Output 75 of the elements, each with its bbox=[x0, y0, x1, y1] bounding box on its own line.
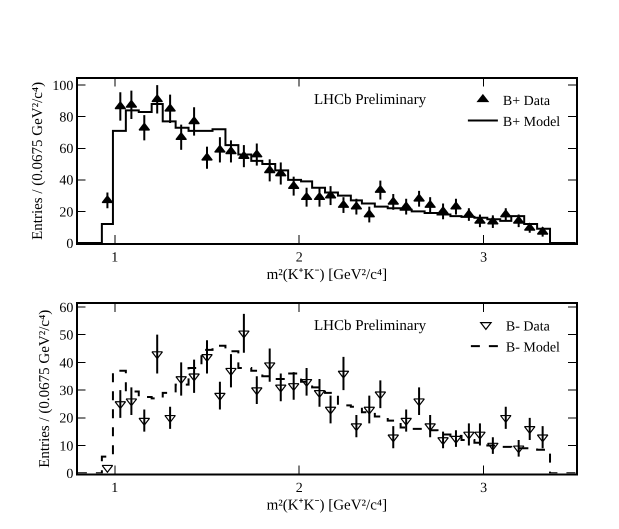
point bbox=[288, 383, 300, 392]
x-tick-label: 3 bbox=[480, 480, 488, 496]
point bbox=[400, 418, 412, 426]
point bbox=[374, 391, 386, 400]
point bbox=[214, 392, 226, 401]
y-tick-label: 80 bbox=[59, 110, 74, 126]
point bbox=[225, 368, 237, 376]
x-tick-label: 3 bbox=[480, 250, 488, 266]
y-tick-label: 0 bbox=[66, 467, 74, 482]
x-tick-label: 1 bbox=[111, 480, 118, 496]
point bbox=[201, 152, 213, 161]
y-tick-label: 20 bbox=[59, 412, 74, 427]
legend-label: B- Data bbox=[506, 319, 551, 334]
point bbox=[164, 104, 176, 112]
y-tick-label: 60 bbox=[59, 300, 74, 316]
x-tick-label: 2 bbox=[296, 480, 303, 496]
point bbox=[536, 226, 548, 235]
point bbox=[413, 398, 425, 406]
point bbox=[264, 362, 276, 370]
point bbox=[413, 194, 425, 202]
y-tick-label: 0 bbox=[66, 236, 74, 252]
point bbox=[512, 216, 524, 224]
point bbox=[374, 184, 386, 193]
x-axis-title: m²(K⁺K⁻) [GeV²/c⁴] bbox=[266, 267, 388, 283]
point bbox=[424, 423, 436, 432]
legend-label: B+ Data bbox=[502, 94, 551, 109]
point bbox=[188, 373, 200, 382]
point bbox=[338, 370, 350, 379]
y-axis-title: Entries / (0.0675 GeV²/c⁴) bbox=[37, 310, 54, 468]
point bbox=[314, 192, 326, 200]
point bbox=[512, 445, 524, 454]
y-tick-label: 60 bbox=[59, 142, 74, 158]
point bbox=[424, 200, 436, 208]
point bbox=[264, 165, 276, 174]
point bbox=[164, 414, 176, 423]
point bbox=[151, 94, 163, 102]
point bbox=[238, 330, 250, 338]
point bbox=[126, 398, 138, 406]
point bbox=[188, 116, 200, 124]
point bbox=[463, 432, 475, 440]
legend-label: B- Model bbox=[506, 340, 560, 356]
y-tick-label: 10 bbox=[59, 439, 74, 454]
point bbox=[151, 351, 163, 360]
point bbox=[338, 200, 350, 208]
y-tick-label: 50 bbox=[59, 328, 74, 344]
point bbox=[324, 406, 336, 415]
point bbox=[102, 464, 114, 473]
y-axis-title: Entries / (0.0675 GeV²/c⁴) bbox=[30, 82, 46, 240]
point bbox=[487, 442, 499, 451]
point bbox=[300, 378, 312, 387]
y-tick-label: 40 bbox=[59, 356, 74, 372]
y-tick-label: 30 bbox=[59, 384, 74, 400]
point bbox=[450, 436, 462, 444]
point bbox=[175, 132, 187, 140]
y-tick-label: 40 bbox=[59, 174, 74, 189]
point bbox=[350, 423, 362, 432]
point bbox=[214, 144, 226, 153]
point bbox=[225, 146, 237, 154]
point bbox=[474, 432, 486, 440]
x-axis-title: m²(K⁺K⁻) [GeV²/c⁴] bbox=[266, 497, 388, 514]
x-tick-label: 2 bbox=[296, 250, 303, 266]
point bbox=[437, 437, 449, 446]
annotation: LHCb Preliminary bbox=[314, 318, 427, 334]
legend-label: B+ Model bbox=[502, 114, 560, 130]
point bbox=[126, 100, 138, 108]
point bbox=[114, 401, 126, 410]
point bbox=[536, 434, 548, 442]
point bbox=[300, 192, 312, 200]
point bbox=[175, 376, 187, 384]
point bbox=[102, 195, 114, 204]
x-tick-label: 1 bbox=[111, 250, 118, 266]
annotation: LHCb Preliminary bbox=[314, 92, 427, 108]
y-tick-label: 20 bbox=[59, 205, 74, 220]
y-tick-label: 100 bbox=[52, 79, 74, 94]
point bbox=[114, 101, 126, 110]
